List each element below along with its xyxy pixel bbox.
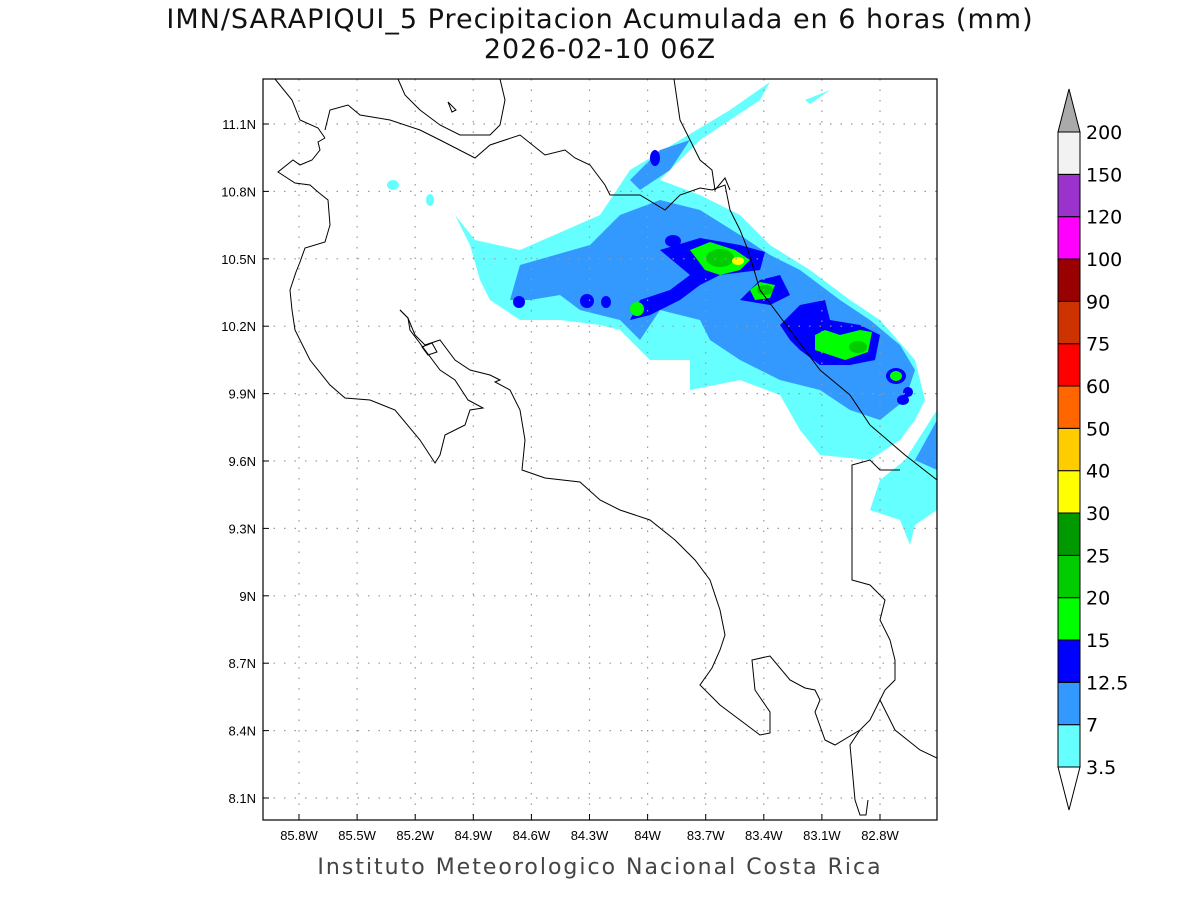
- lake-shore: [397, 79, 506, 136]
- precip-area: [890, 371, 902, 381]
- x-axis: 85.8W 85.5W 85.2W 84.9W 84.6W 84.3W 84W 83.7W 83…: [280, 814, 900, 843]
- precip-area: [897, 395, 909, 405]
- precip-area: [650, 150, 660, 166]
- colorbar-label: 75: [1086, 334, 1110, 356]
- colorbar-label: 200: [1086, 122, 1122, 144]
- colorbar-label: 7: [1086, 715, 1098, 737]
- precip-area: [580, 294, 594, 308]
- x-tick-label: 85.8W: [280, 828, 318, 843]
- coastline: [324, 104, 937, 481]
- precip-7: [510, 140, 937, 470]
- coastline: [849, 729, 869, 816]
- precip-area: [849, 341, 867, 353]
- coastline: [399, 309, 900, 746]
- x-tick-label: 83.4W: [745, 828, 783, 843]
- colorbar-swatch: [1057, 258, 1081, 302]
- precip-area: [706, 249, 734, 267]
- coastline: [277, 137, 485, 464]
- precip-area: [426, 194, 434, 206]
- precip-area: [630, 140, 690, 190]
- coastline: [274, 79, 326, 139]
- x-tick-label: 85.2W: [396, 828, 434, 843]
- colorbar-swatch: [1057, 131, 1081, 175]
- precip-30: [732, 257, 744, 265]
- precip-area: [903, 387, 913, 397]
- colorbar-label: 120: [1086, 207, 1122, 229]
- colorbar-over-arrow: [1057, 88, 1081, 133]
- colorbar-label: 25: [1086, 545, 1110, 567]
- y-axis: 11.1N 10.8N 10.5N 10.2N 9.9N 9.6N 9.3N 9N 8.7N 8.…: [221, 117, 269, 806]
- precip-area: [732, 257, 744, 265]
- colorbar-label: 15: [1086, 630, 1110, 652]
- precip-area: [757, 285, 773, 295]
- precip-area: [387, 180, 399, 190]
- precip-area: [805, 90, 830, 104]
- x-tick-label: 82.8W: [861, 828, 899, 843]
- y-tick-label: 9.9N: [229, 387, 256, 402]
- precip-20: [706, 249, 867, 353]
- x-tick-label: 84.6W: [513, 828, 551, 843]
- colorbar-label: 150: [1086, 164, 1122, 186]
- colorbar-label: 90: [1086, 291, 1110, 313]
- island: [447, 101, 457, 113]
- colorbar-swatch: [1057, 300, 1081, 345]
- x-tick-label: 84.9W: [455, 828, 493, 843]
- colorbar: 3.5 7 12.5 15 20 25 30 40 50 60 75 90 100 120 150 200: [1057, 88, 1128, 811]
- coastline: [673, 79, 731, 192]
- y-tick-label: 10.2N: [221, 319, 256, 334]
- coastline: [879, 699, 937, 759]
- grid: [263, 79, 937, 820]
- y-tick-label: 8.7N: [229, 656, 256, 671]
- precip-area: [630, 302, 644, 316]
- y-tick-label: 8.1N: [229, 791, 256, 806]
- colorbar-swatch: [1057, 554, 1081, 599]
- colorbar-swatch: [1057, 724, 1081, 768]
- precip-area: [870, 410, 937, 545]
- colorbar-label: 100: [1086, 249, 1122, 271]
- colorbar-swatch: [1057, 681, 1081, 726]
- colorbar-label: 60: [1086, 376, 1110, 398]
- colorbar-swatch: [1057, 427, 1081, 472]
- y-tick-label: 9.6N: [229, 454, 256, 469]
- colorbar-label: 50: [1086, 418, 1110, 440]
- y-tick-label: 11.1N: [222, 117, 256, 132]
- colorbar-swatch: [1057, 470, 1081, 514]
- colorbar-label: 40: [1086, 461, 1110, 483]
- colorbar-swatch: [1057, 343, 1081, 387]
- map-valid-time: 2026-02-10 06Z: [483, 34, 717, 65]
- colorbar-swatch: [1057, 173, 1081, 218]
- coastlines: [274, 79, 937, 816]
- map-title: IMN/SARAPIQUI_5 Precipitacion Acumulada …: [166, 4, 1034, 35]
- y-tick-label: 10.8N: [221, 184, 256, 199]
- credit-text: Instituto Meteorologico Nacional Costa R…: [317, 855, 883, 880]
- y-tick-label: 10.5N: [221, 252, 256, 267]
- precip-area: [665, 235, 681, 247]
- colorbar-swatch: [1057, 216, 1081, 260]
- map-area: [263, 79, 937, 820]
- y-tick-label: 8.4N: [229, 724, 256, 739]
- precip-area: [510, 200, 915, 420]
- map-frame: [262, 78, 938, 821]
- colorbar-label: 20: [1086, 588, 1110, 610]
- x-tick-label: 84.3W: [571, 828, 609, 843]
- precip-area: [513, 296, 525, 308]
- y-tick-label: 9.3N: [229, 521, 256, 536]
- colorbar-swatch: [1057, 597, 1081, 641]
- x-tick-label: 83.1W: [803, 828, 841, 843]
- island: [421, 342, 438, 356]
- colorbar-under-arrow: [1057, 766, 1081, 811]
- colorbar-label: 30: [1086, 503, 1110, 525]
- colorbar-label: 12.5: [1086, 672, 1128, 694]
- x-tick-label: 85.5W: [338, 828, 376, 843]
- x-tick-label: 83.7W: [687, 828, 725, 843]
- colorbar-swatch: [1057, 512, 1081, 556]
- precip-area: [915, 420, 937, 470]
- colorbar-swatch: [1057, 385, 1081, 429]
- colorbar-swatch: [1057, 639, 1081, 683]
- x-tick-label: 84W: [634, 828, 661, 843]
- y-tick-label: 9N: [239, 589, 256, 604]
- precip-area: [601, 296, 611, 308]
- colorbar-label: 3.5: [1086, 757, 1116, 779]
